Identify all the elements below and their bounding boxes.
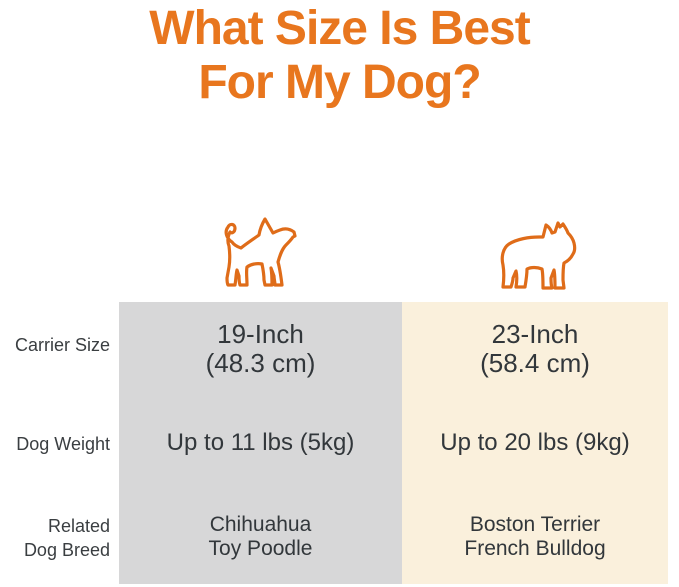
dog-weight-value-large: Up to 20 lbs (9kg)	[440, 429, 630, 456]
related-breeds-small: Chihuahua Toy Poodle	[119, 513, 402, 561]
french-bulldog-icon	[500, 221, 577, 290]
related-breed-large-line-1: Boston Terrier	[469, 513, 601, 536]
carrier-size-value-large: 23-Inch (58.4 cm)	[402, 320, 668, 378]
small-carrier-column-background	[119, 302, 402, 584]
related-breed-small-line-2: Toy Poodle	[208, 537, 313, 560]
row-label-related-line-2: Dog Breed	[23, 540, 110, 560]
related-breed-small-line-1: Chihuahua	[209, 513, 312, 536]
related-breeds-large: Boston Terrier French Bulldog	[402, 513, 668, 561]
row-label-dog-weight: Dog Weight	[16, 434, 110, 454]
carrier-size-large-line-2: (58.4 cm)	[480, 348, 590, 378]
chihuahua-icon	[224, 217, 297, 287]
title-line-1: What Size Is Best	[149, 2, 530, 55]
title-line-2: For My Dog?	[198, 56, 481, 109]
carrier-size-value-small: 19-Inch (48.3 cm)	[119, 320, 402, 378]
carrier-size-large-line-1: 23-Inch	[491, 319, 579, 349]
carrier-size-small-line-1: 19-Inch	[217, 319, 304, 349]
row-label-related-dog-breed: Related Dog Breed	[0, 514, 110, 562]
page-title: What Size Is Best For My Dog?	[0, 0, 679, 110]
carrier-size-small-line-2: (48.3 cm)	[205, 348, 316, 378]
dog-weight-value-small: Up to 11 lbs (5kg)	[166, 429, 355, 456]
row-label-related-line-1: Related	[47, 516, 110, 536]
related-breed-large-line-2: French Bulldog	[464, 537, 606, 560]
large-carrier-column-background	[402, 302, 668, 584]
row-label-carrier-size: Carrier Size	[14, 335, 110, 355]
